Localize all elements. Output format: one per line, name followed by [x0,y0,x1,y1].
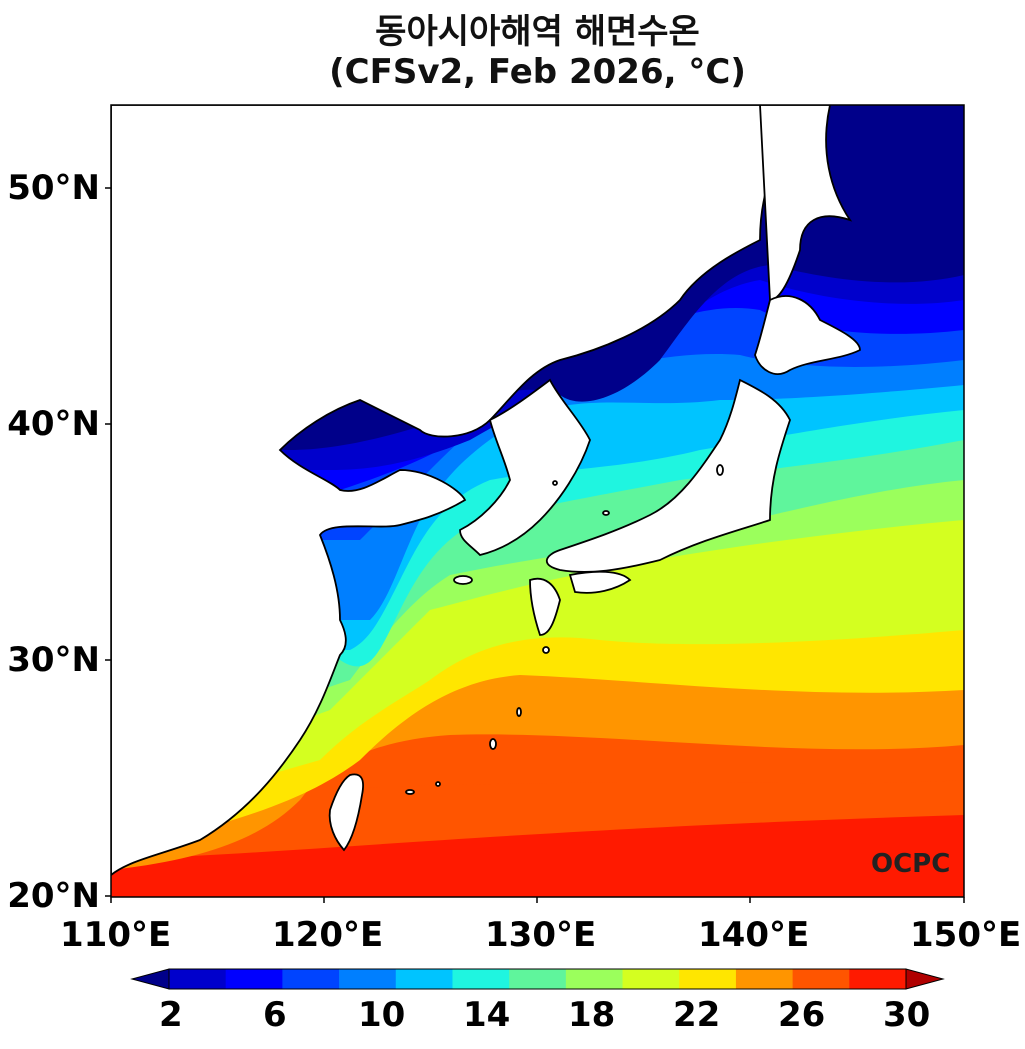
lat-label-20n: 20°N [7,876,100,916]
colorbar-segment [395,969,453,989]
map-subtitle: (CFSv2, Feb 2026, °C) [329,52,746,92]
colorbar-tick-label: 10 [358,995,406,1035]
colorbar-segment [509,969,567,989]
land-masses [111,105,861,877]
ocpc-watermark: OCPC [871,849,950,879]
colorbar-segment [792,969,850,989]
colorbar-segment [225,969,283,989]
lon-label-110e: 110°E [60,915,172,955]
lon-label-120e: 120°E [272,915,384,955]
colorbar-tick-label: 6 [263,995,287,1035]
colorbar-segment [339,969,397,989]
lon-label-150e: 150°E [910,915,1022,955]
colorbar-segment [849,969,907,989]
colorbar-tick-label: 26 [778,995,826,1035]
colorbar-min-arrow [130,968,170,990]
lon-label-130e: 130°E [485,915,597,955]
colorbar-segment [622,969,680,989]
colorbar-segment [169,969,227,989]
colorbar-tick-label: 2 [159,995,183,1035]
map-title: 동아시아해역 해면수온 [375,12,700,52]
colorbar-tick-label: 30 [883,995,931,1035]
colorbar-segment [282,969,340,989]
colorbar-tick-label: 14 [463,995,511,1035]
lat-label-40n: 40°N [7,404,100,444]
lon-label-140e: 140°E [698,915,810,955]
colorbar-segment [735,969,794,989]
colorbar-segment [452,969,510,989]
colorbar-tick-label: 18 [568,995,616,1035]
sst-field [111,105,964,897]
colorbar-frame [168,968,907,990]
colorbar-segment [679,969,737,989]
axis-ticks [105,187,965,903]
lat-label-50n: 50°N [7,168,100,208]
colorbar [130,968,945,990]
lat-label-30n: 30°N [7,640,100,680]
colorbar-max-arrow [905,968,945,990]
colorbar-tick-label: 22 [673,995,721,1035]
colorbar-segment [565,969,624,989]
